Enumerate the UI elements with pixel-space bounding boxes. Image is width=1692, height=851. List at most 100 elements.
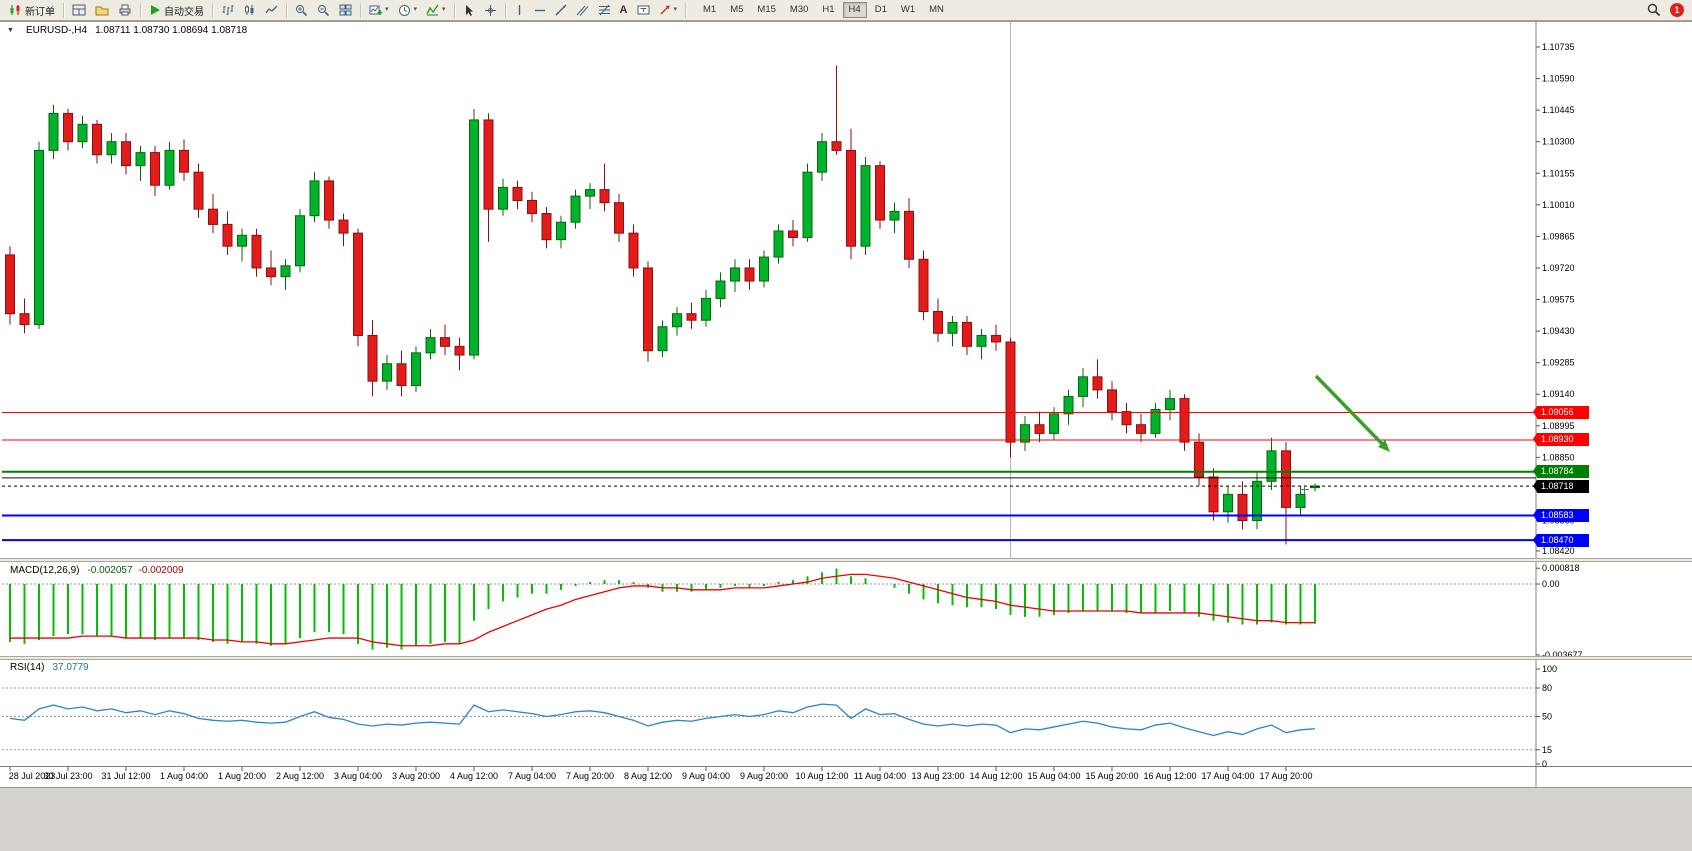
- down-arrow-annotation-head[interactable]: [1378, 439, 1390, 452]
- time-axis-label: 31 Jul 12:00: [101, 771, 150, 781]
- tile-windows-button[interactable]: [335, 1, 356, 19]
- text-tool-button[interactable]: A: [616, 1, 632, 19]
- rsi-header: RSI(14) 37.0779: [10, 662, 89, 673]
- indicators-button[interactable]: ▾: [422, 1, 450, 19]
- fibonacci-button[interactable]: [594, 1, 615, 19]
- last-price-marker: [1300, 485, 1309, 494]
- timeframe-m15[interactable]: M15: [757, 4, 776, 15]
- timeframe-h4[interactable]: H4: [842, 2, 867, 18]
- price-tag-notch: [1533, 479, 1537, 492]
- candle: [280, 259, 291, 290]
- pane-separator[interactable]: [0, 558, 1692, 562]
- price-level-tag[interactable]: 1.08930: [1533, 433, 1589, 447]
- autotrading-icon: [151, 5, 160, 15]
- rsi-axis-label: 50: [1542, 712, 1552, 722]
- time-axis-label: 11 Aug 04:00: [854, 771, 906, 781]
- arrow-tools-button[interactable]: ▾: [655, 1, 682, 19]
- print-button[interactable]: [114, 1, 136, 19]
- timeframe-h1[interactable]: H1: [822, 4, 835, 15]
- main-chart-header: ▼ EURUSD-,H4 1.08711 1.08730 1.08694 1.0…: [7, 25, 247, 36]
- pane-separator[interactable]: [0, 656, 1692, 660]
- candle: [788, 220, 798, 247]
- price-level-tag[interactable]: 1.09056: [1533, 406, 1589, 420]
- channel-button[interactable]: [572, 1, 593, 19]
- timeframe-m30[interactable]: M30: [789, 4, 809, 15]
- candle: [106, 132, 117, 164]
- candle: [585, 183, 595, 210]
- rsi-axis-label: 0: [1542, 759, 1547, 769]
- autotrading-button[interactable]: 自动交易: [145, 1, 208, 19]
- new-order-button[interactable]: 新订单: [4, 1, 59, 19]
- macd-signal-line: [10, 573, 1316, 647]
- vertical-line-icon: [518, 5, 520, 15]
- workspace-background: [0, 788, 1692, 851]
- chart-windows-button[interactable]: [68, 1, 90, 19]
- timeframe-m5[interactable]: M5: [730, 4, 744, 15]
- time-axis-label: 17 Aug 04:00: [1201, 771, 1254, 781]
- text-label-button[interactable]: [633, 1, 654, 19]
- zoom-in-button[interactable]: [291, 1, 312, 19]
- profiles-icon: [95, 6, 109, 16]
- candle: [686, 302, 697, 329]
- toolbar-separator: [140, 2, 141, 18]
- candle: [266, 250, 276, 286]
- timeframe-mn[interactable]: MN: [929, 4, 944, 15]
- candle: [338, 213, 349, 247]
- candlestick-chart-icon: [245, 5, 254, 15]
- price-axis-label: 1.10010: [1542, 200, 1575, 210]
- periods-button[interactable]: ▾: [394, 1, 422, 19]
- price-axis-label: 1.09140: [1542, 389, 1575, 399]
- one-click-trading-toggle[interactable]: ▼: [7, 27, 14, 34]
- chart-window[interactable]: [0, 21, 1692, 788]
- time-axis-label: 7 Aug 20:00: [566, 771, 614, 781]
- line-chart-button[interactable]: [261, 1, 282, 19]
- zoom-out-button[interactable]: [313, 1, 334, 19]
- candle: [1266, 437, 1277, 491]
- candle: [1136, 413, 1146, 443]
- macd-signal-value: -0.002009: [138, 565, 184, 576]
- candle: [657, 320, 668, 358]
- candle: [1310, 483, 1320, 492]
- bar-chart-button[interactable]: [217, 1, 238, 19]
- price-level-tag[interactable]: 1.08718: [1533, 479, 1589, 493]
- price-level-tag[interactable]: 1.08784: [1533, 465, 1589, 479]
- notification-badge[interactable]: 1: [1670, 3, 1684, 17]
- candle: [92, 119, 102, 164]
- crosshair-button[interactable]: [480, 1, 501, 19]
- chart-title: EURUSD-,H4: [25, 25, 88, 36]
- macd-title: MACD(12,26,9): [10, 565, 80, 576]
- horizontal-line-button[interactable]: [530, 1, 550, 19]
- zoom-out-icon: [318, 4, 330, 16]
- candle: [962, 315, 972, 356]
- candlestick-chart-button[interactable]: [239, 1, 260, 19]
- candle: [1194, 433, 1204, 486]
- cursor-button[interactable]: [459, 1, 479, 19]
- chart-windows-icon: [72, 4, 86, 16]
- candle: [715, 272, 726, 308]
- candle: [556, 215, 566, 249]
- price-axis-label: 1.08995: [1542, 421, 1575, 431]
- price-level-tag[interactable]: 1.08470: [1533, 533, 1589, 547]
- profiles-button[interactable]: [91, 1, 113, 19]
- timeframe-d1[interactable]: D1: [874, 4, 887, 15]
- timeframe-m1[interactable]: M1: [703, 4, 717, 15]
- candle: [512, 180, 523, 210]
- down-arrow-annotation[interactable]: [1314, 374, 1385, 447]
- candle: [222, 211, 233, 255]
- candle: [382, 355, 392, 390]
- vertical-line-button[interactable]: [510, 1, 529, 19]
- search-button[interactable]: [1643, 1, 1665, 19]
- candle: [1165, 389, 1175, 421]
- toolbar-separator: [453, 2, 455, 18]
- candle: [730, 259, 740, 292]
- trendline-button[interactable]: [551, 1, 571, 19]
- macd-main-value: -0.002057: [87, 565, 133, 576]
- price-level-tag[interactable]: 1.08583: [1533, 508, 1589, 522]
- timeframe-w1[interactable]: W1: [900, 4, 916, 15]
- price-axis-label: 1.08420: [1542, 546, 1575, 556]
- new-chart-button[interactable]: ▾: [365, 1, 393, 19]
- price-tag-notch: [1533, 533, 1537, 546]
- candle: [846, 128, 856, 260]
